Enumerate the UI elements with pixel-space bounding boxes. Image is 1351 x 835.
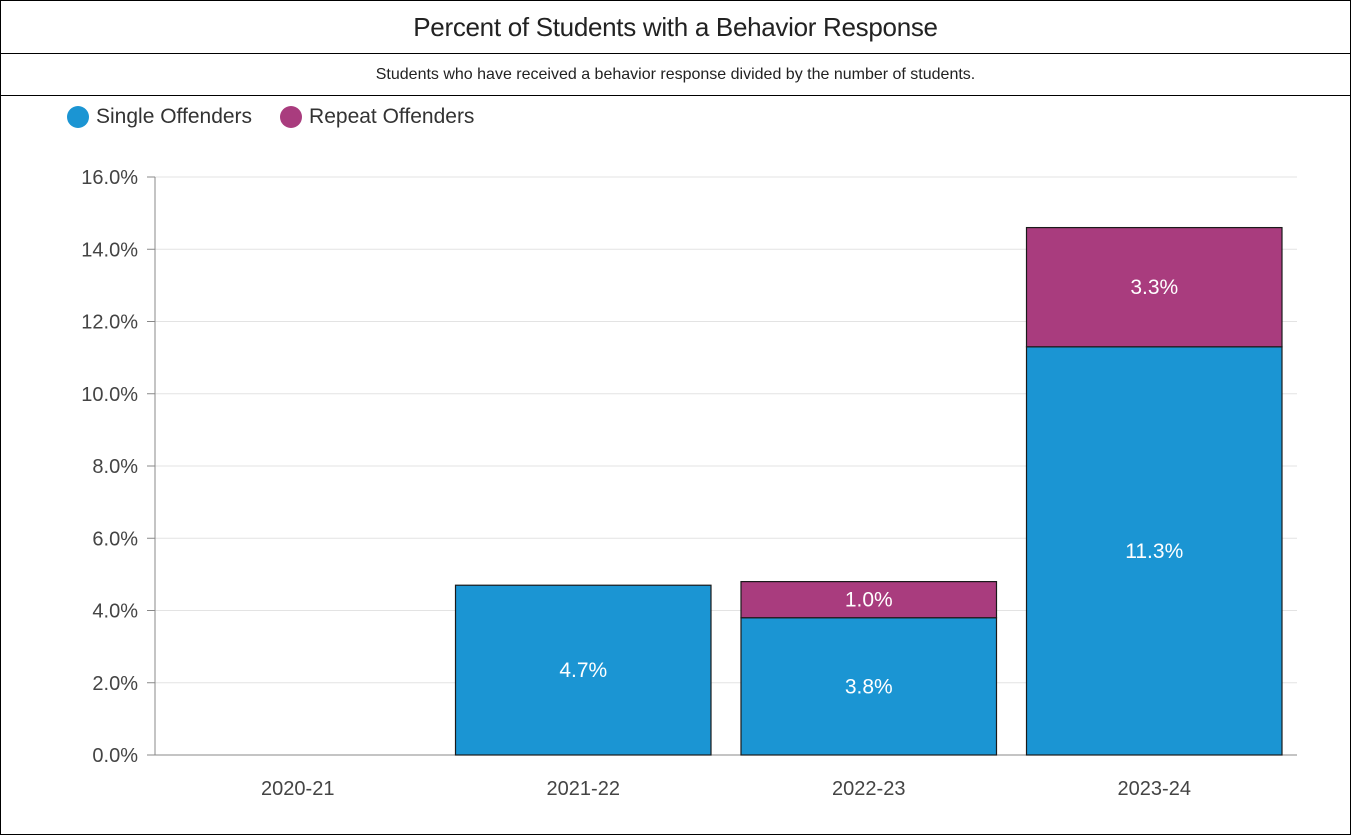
bar-single-offenders xyxy=(740,617,998,756)
y-tick-label: 16.0% xyxy=(81,167,138,189)
x-tick-label: 2022-23 xyxy=(832,778,905,800)
data-label: 3.8% xyxy=(845,675,893,698)
y-tick-label: 8.0% xyxy=(92,456,138,478)
y-tick-label: 2.0% xyxy=(92,673,138,695)
y-tick-label: 10.0% xyxy=(81,384,138,406)
y-tick-label: 4.0% xyxy=(92,601,138,623)
legend-item-repeat[interactable]: Repeat Offenders xyxy=(280,105,474,129)
data-label: 4.7% xyxy=(559,659,607,682)
y-tick-label: 6.0% xyxy=(92,528,138,550)
bar-repeat-offenders xyxy=(740,580,998,619)
chart-subtitle: Students who have received a behavior re… xyxy=(1,54,1350,96)
bar-repeat-offenders xyxy=(1025,226,1283,348)
data-label: 3.3% xyxy=(1130,276,1178,299)
y-tick-label: 12.0% xyxy=(81,312,138,334)
legend-swatch-repeat xyxy=(280,106,303,128)
data-label: 11.3% xyxy=(1125,540,1183,563)
bar-single-offenders xyxy=(454,584,712,756)
bar-single-offenders xyxy=(1025,346,1283,756)
legend-label-single: Single Offenders xyxy=(96,105,253,128)
y-tick-label: 14.0% xyxy=(81,239,138,261)
chart-title: Percent of Students with a Behavior Resp… xyxy=(1,1,1350,54)
x-tick-label: 2023-24 xyxy=(1118,778,1191,800)
legend: Single Offenders Repeat Offenders xyxy=(67,104,474,130)
x-tick-label: 2021-22 xyxy=(547,778,620,800)
data-label: 1.0% xyxy=(845,589,893,612)
legend-label-repeat: Repeat Offenders xyxy=(309,105,475,128)
legend-swatch-single xyxy=(67,106,89,128)
x-tick-label: 2020-21 xyxy=(261,778,334,800)
legend-item-single[interactable]: Single Offenders xyxy=(67,105,252,129)
y-tick-label: 0.0% xyxy=(92,745,138,767)
